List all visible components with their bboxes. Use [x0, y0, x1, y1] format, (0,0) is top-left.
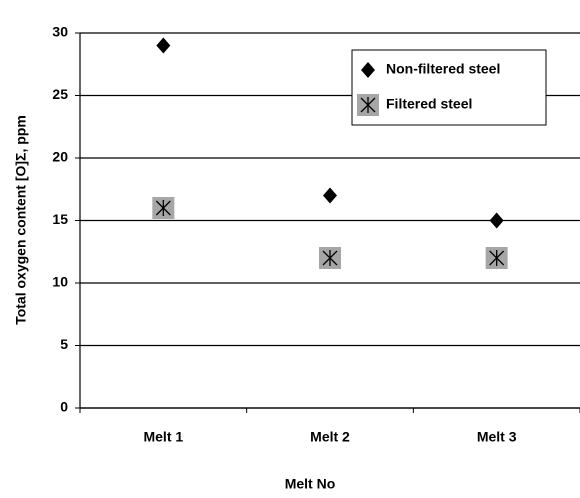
- data-point: [319, 247, 341, 269]
- data-point: [489, 212, 504, 229]
- data-point: [156, 37, 171, 54]
- legend-label: Non-filtered steel: [386, 61, 500, 77]
- legend-box: [351, 49, 547, 126]
- data-point: [323, 187, 337, 204]
- y-tick-label: 10: [52, 274, 68, 290]
- asterisk-stroke: [489, 250, 505, 266]
- y-tick-label: 30: [52, 24, 68, 40]
- y-tick-label: 20: [52, 149, 68, 165]
- x-tick-label: Melt 3: [477, 429, 517, 445]
- y-axis-label: Total oxygen content [O]Σ, ppm: [13, 115, 29, 325]
- y-tick-label: 15: [52, 211, 68, 227]
- y-tick-label: 5: [60, 336, 68, 352]
- diamond: [489, 212, 504, 229]
- data-point: [485, 247, 508, 269]
- diamond: [361, 62, 375, 78]
- diamond: [323, 187, 337, 204]
- x-tick-label: Melt 1: [143, 429, 183, 445]
- y-tick-label: 0: [60, 399, 68, 415]
- x-tick-label: Melt 2: [310, 429, 350, 445]
- legend-label: Filtered steel: [386, 96, 472, 112]
- legend-marker: [357, 94, 379, 116]
- asterisk-stroke: [360, 97, 376, 113]
- asterisk-stroke: [322, 250, 338, 266]
- diamond: [156, 37, 171, 54]
- data-point: [152, 197, 175, 219]
- asterisk-stroke: [155, 200, 171, 216]
- legend-marker: [361, 62, 375, 78]
- x-axis-label: Melt No: [285, 476, 336, 492]
- y-tick-label: 25: [52, 86, 68, 102]
